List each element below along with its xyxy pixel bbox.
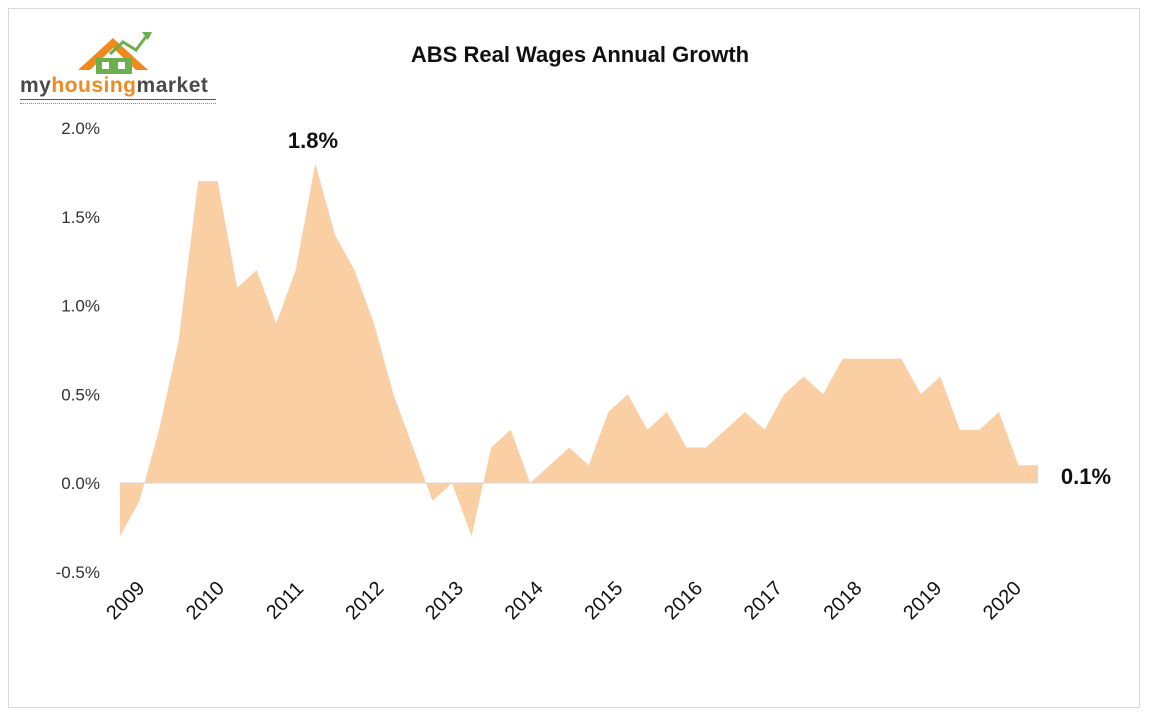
peak-annotation: 1.8% [288,128,338,153]
y-tick-label: 1.5% [61,208,100,227]
x-tick-label: 2015 [580,577,627,624]
x-tick-label: 2010 [182,577,229,624]
x-tick-label: 2012 [341,577,388,624]
x-tick-label: 2014 [501,577,548,624]
logo-word-market: market [136,74,209,97]
logo-word-housing: housing [51,74,137,97]
x-tick-label: 2013 [421,577,468,624]
y-tick-label: 0.5% [61,385,100,404]
latest-value-annotation: 0.1% [1061,464,1111,489]
chart-title: ABS Real Wages Annual Growth [410,42,750,67]
x-tick-label: 2019 [899,577,946,624]
brand-logo: myhousingmarket [18,28,218,108]
logo-underline [20,99,216,104]
series-area [120,163,1038,537]
x-tick-label: 2011 [262,578,308,624]
x-tick-label: 2009 [102,577,149,624]
x-tick-label: 2018 [820,577,867,624]
y-tick-label: -0.5% [56,563,100,582]
x-tick-label: 2017 [740,577,787,624]
logo-word-my: my [20,74,52,97]
y-tick-label: 1.0% [61,297,100,316]
house-roof-icon [78,32,152,74]
y-tick-label: 0.0% [61,474,100,493]
y-tick-label: 2.0% [61,119,100,138]
x-tick-label: 2016 [660,577,707,624]
x-tick-label: 2020 [979,577,1026,624]
logo-wordmark: myhousingmarket [20,74,208,98]
